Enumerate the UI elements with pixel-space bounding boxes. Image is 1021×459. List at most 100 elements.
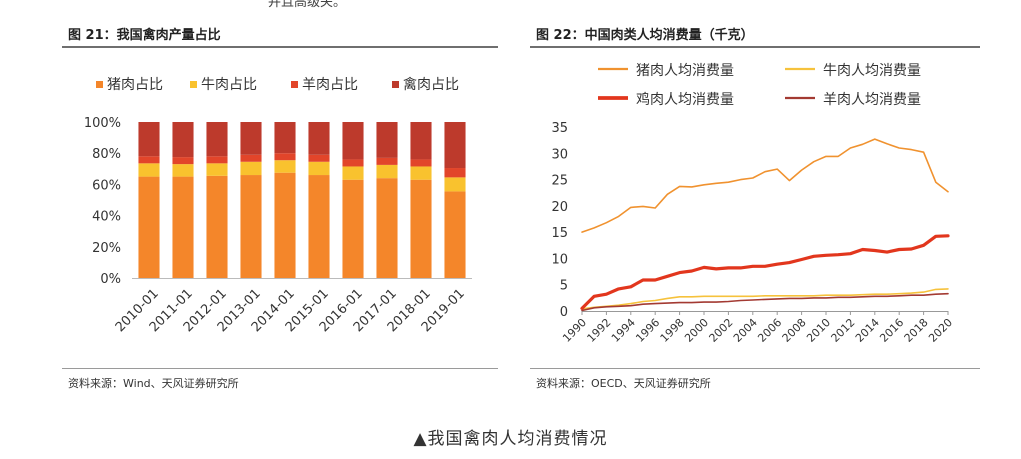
bar-segment <box>410 122 432 160</box>
bar-segment <box>376 164 398 179</box>
bar-segment <box>444 122 466 169</box>
x-tick-label: 2014 <box>853 316 882 345</box>
bar-segment <box>274 153 296 161</box>
x-tick-label: 2012 <box>829 316 858 345</box>
y-tick-label: 35 <box>551 121 568 136</box>
legend-label: 猪肉人均消费量 <box>636 63 734 79</box>
left-chart-panel: 图 21：我国禽肉产量占比 猪肉占比 牛肉占比 羊肉占比 禽肉占比 0% 20% 40% 60… <box>62 22 498 402</box>
x-tick-label: 1998 <box>658 316 687 345</box>
y-tick-label: 100% <box>84 116 121 131</box>
bar-segment <box>206 163 228 176</box>
y-tick-label: 20 <box>551 200 568 215</box>
y-tick-label: 0% <box>100 272 121 287</box>
bar-segment <box>206 122 228 157</box>
right-chart-panel: 图 22：中国肉类人均消费量（千克） 猪肉人均消费量 牛肉人均消费量鸡肉人均消费量… <box>530 22 980 402</box>
bar-segment <box>206 156 228 164</box>
x-tick-label: 2018 <box>902 316 931 345</box>
y-tick-label: 25 <box>551 174 568 189</box>
legend-label: 羊肉人均消费量 <box>823 92 921 108</box>
bar-segment <box>138 176 160 278</box>
right-chart-title: 图 22：中国肉类人均消费量（千克） <box>536 28 754 43</box>
x-tick-label: 2008 <box>780 316 809 345</box>
x-tick-label: 2020 <box>926 316 955 345</box>
bar-segment <box>342 166 364 180</box>
right-chart-source: 资料来源：OECD、天风证券研究所 <box>536 377 711 390</box>
x-tick-label: 2016 <box>877 316 906 345</box>
bar-segment <box>274 122 296 154</box>
top-text-fragment: 并且高级关。 <box>268 0 347 10</box>
bar-segment <box>274 172 296 278</box>
legend-label: 鸡肉人均消费量 <box>636 91 734 108</box>
left-top-rule <box>62 46 498 48</box>
y-tick-label: 5 <box>560 279 568 294</box>
bar-segment <box>410 179 432 278</box>
x-tick-label: 2000 <box>682 316 711 345</box>
y-tick-label: 20% <box>92 241 121 256</box>
legend-label: 猪肉占比 <box>107 77 163 93</box>
series-line <box>581 288 949 310</box>
y-tick-label: 30 <box>551 147 568 162</box>
series-line <box>581 292 949 312</box>
stacked-bar-chart: 猪肉占比 牛肉占比 羊肉占比 禽肉占比0%20%40%60%80%100%2010-0… <box>84 76 472 335</box>
bar-segment <box>410 159 432 167</box>
bar-segment <box>376 178 398 278</box>
bar-segment <box>444 191 466 278</box>
x-tick-label: 1992 <box>585 316 614 345</box>
x-tick-label: 2006 <box>755 316 784 345</box>
bar-segment <box>342 122 364 160</box>
bar-segment <box>172 157 194 165</box>
bar-segment <box>172 164 194 177</box>
bar-segment <box>172 176 194 278</box>
legend-swatch <box>96 81 103 88</box>
y-tick-label: 10 <box>551 252 568 267</box>
bar-segment <box>240 175 262 278</box>
bar-segment <box>444 177 466 192</box>
x-tick-label: 2004 <box>731 316 760 345</box>
legend-swatch <box>291 81 298 88</box>
left-chart-title: 图 21：我国禽肉产量占比 <box>68 28 221 43</box>
right-top-rule <box>530 46 980 48</box>
figure-caption: ▲我国禽肉人均消费情况 <box>413 429 608 449</box>
bar-segment <box>376 122 398 158</box>
bar-segment <box>308 154 330 162</box>
legend-swatch <box>392 81 399 88</box>
legend-label: 禽肉占比 <box>403 76 459 93</box>
y-tick-label: 80% <box>92 147 121 162</box>
bar-segment <box>274 160 296 173</box>
bar-segment <box>138 163 160 177</box>
legend-label: 牛肉人均消费量 <box>823 63 921 79</box>
bar-segment <box>376 157 398 165</box>
bar-segment <box>342 179 364 278</box>
x-tick-label: 1996 <box>633 316 662 345</box>
bar-segment <box>138 122 160 157</box>
left-bottom-rule <box>62 368 498 369</box>
series-line <box>580 234 950 310</box>
legend-swatch <box>190 81 197 88</box>
bar-segment <box>308 175 330 278</box>
y-tick-label: 0 <box>560 305 568 320</box>
y-tick-label: 40% <box>92 210 121 225</box>
legend-label: 牛肉占比 <box>201 77 257 93</box>
x-tick-label: 2010 <box>804 316 833 345</box>
bar-segment <box>172 122 194 158</box>
bar-segment <box>410 166 432 180</box>
x-tick-label: 1990 <box>560 316 589 345</box>
bar-segment <box>342 159 364 167</box>
bar-segment <box>308 161 330 176</box>
legend-label: 羊肉占比 <box>302 77 358 93</box>
bar-segment <box>240 154 262 162</box>
bar-segment <box>240 122 262 155</box>
series-line <box>581 138 949 233</box>
left-chart-source: 资料来源：Wind、天风证券研究所 <box>68 377 239 390</box>
y-tick-label: 15 <box>551 226 568 241</box>
bar-segment <box>240 161 262 176</box>
bar-segment <box>308 122 330 155</box>
bar-segment <box>206 175 228 278</box>
bar-segment <box>444 168 466 178</box>
y-tick-label: 60% <box>92 178 121 193</box>
x-tick-label: 1994 <box>609 316 638 345</box>
bar-segment <box>138 156 160 164</box>
right-bottom-rule <box>530 368 980 369</box>
x-tick-label: 2002 <box>707 316 736 345</box>
